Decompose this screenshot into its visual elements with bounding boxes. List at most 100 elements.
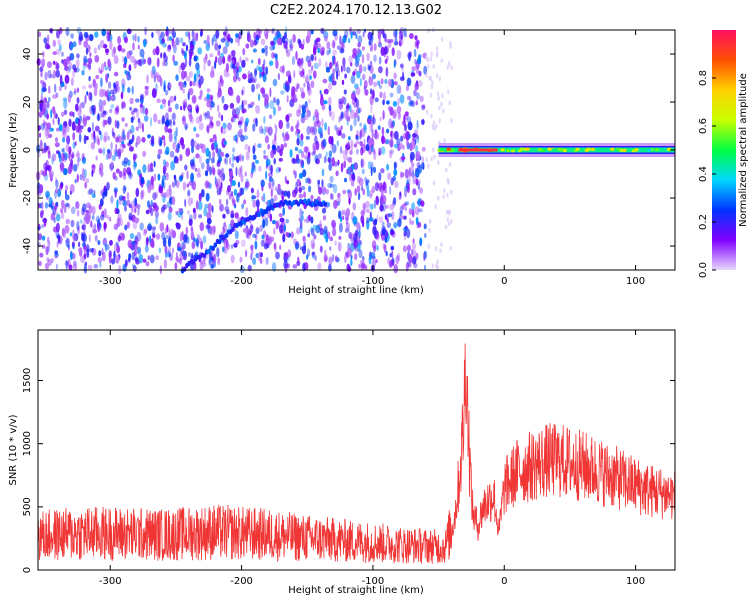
noise-cell (283, 190, 289, 197)
noise-cell (296, 227, 300, 235)
noise-cell (130, 200, 136, 208)
noise-cell (317, 126, 323, 135)
noise-cell (324, 257, 327, 262)
noise-cell (139, 93, 145, 100)
noise-cell (60, 212, 65, 220)
noise-cell (97, 147, 103, 154)
noise-cell (369, 193, 373, 199)
noise-cell (332, 222, 337, 230)
noise-cell (101, 28, 106, 37)
noise-cell (185, 76, 191, 82)
noise-cell (374, 129, 378, 134)
noise-cell (417, 197, 421, 207)
noise-cell (263, 230, 267, 238)
noise-cell (320, 27, 325, 35)
noise-cell (412, 238, 415, 244)
noise-cell (109, 108, 113, 114)
noise-cell (389, 150, 393, 159)
noise-cell (149, 168, 154, 172)
noise-cell (444, 224, 448, 230)
noise-cell (64, 189, 67, 197)
noise-cell (162, 159, 167, 166)
noise-cell (198, 82, 202, 89)
noise-cell (350, 139, 354, 148)
curve-point (217, 239, 222, 245)
noise-cell (367, 160, 372, 170)
noise-cell (163, 166, 167, 172)
noise-cell (350, 255, 353, 260)
noise-cell (69, 232, 72, 237)
noise-cell (94, 223, 97, 231)
noise-cell (217, 83, 222, 93)
noise-cell (147, 223, 153, 231)
noise-cell (199, 31, 203, 37)
colorbar-tick-label: 0.4 (698, 166, 709, 182)
noise-cell (55, 179, 59, 189)
noise-cell (230, 244, 234, 249)
noise-cell (134, 33, 137, 42)
noise-cell (134, 217, 140, 224)
noise-cell (400, 171, 403, 179)
noise-cell (240, 165, 243, 175)
noise-cell (265, 201, 270, 206)
noise-cell (46, 257, 50, 263)
noise-cell (188, 87, 194, 96)
noise-cell (217, 50, 221, 56)
noise-cell (337, 130, 340, 137)
noise-cell (120, 91, 124, 100)
noise-cell (193, 32, 197, 42)
noise-cell (322, 138, 327, 148)
spectrogram-x-ticks: -300 -200 -100 0 100 (99, 30, 645, 287)
noise-cell (244, 143, 249, 151)
noise-cell (188, 218, 193, 227)
noise-cell (47, 236, 50, 245)
noise-cell (174, 262, 178, 270)
noise-cell (72, 132, 76, 141)
noise-cell (284, 252, 289, 260)
noise-cell (40, 123, 46, 131)
noise-cell (56, 240, 59, 248)
noise-cell (167, 30, 170, 35)
noise-cell (99, 105, 103, 113)
noise-cell (136, 59, 141, 65)
noise-cell (289, 149, 293, 158)
noise-cell (52, 69, 57, 79)
noise-cell (187, 252, 192, 257)
noise-cell (63, 152, 68, 161)
noise-cell (359, 77, 362, 87)
noise-cell (184, 124, 188, 131)
noise-cell (175, 126, 178, 137)
carrier-peak (458, 148, 498, 152)
noise-cell (132, 34, 136, 41)
noise-cell (325, 188, 329, 195)
noise-cell (41, 235, 46, 241)
noise-cell (305, 55, 311, 63)
noise-cell (222, 226, 225, 232)
noise-cell (146, 200, 151, 208)
noise-cell (359, 140, 364, 147)
noise-cell (98, 130, 102, 136)
noise-cell (39, 252, 44, 258)
noise-cell (193, 126, 197, 132)
noise-cell (342, 189, 347, 195)
noise-cell (273, 194, 278, 202)
noise-cell (373, 132, 378, 139)
noise-cell (245, 43, 250, 49)
noise-cell (144, 89, 149, 96)
noise-cell (393, 143, 399, 149)
noise-cell (303, 82, 306, 88)
noise-cell (362, 31, 365, 38)
noise-cell (264, 93, 269, 104)
noise-cell (106, 181, 110, 191)
noise-cell (297, 256, 300, 263)
noise-cell (438, 105, 441, 111)
noise-cell (52, 60, 56, 65)
noise-cell (378, 147, 382, 156)
noise-cell (356, 185, 361, 193)
noise-cell (117, 36, 122, 45)
noise-cell (87, 57, 93, 65)
noise-cell (41, 86, 44, 96)
noise-cell (203, 62, 206, 72)
noise-cell (302, 235, 306, 242)
noise-cell (273, 227, 276, 235)
